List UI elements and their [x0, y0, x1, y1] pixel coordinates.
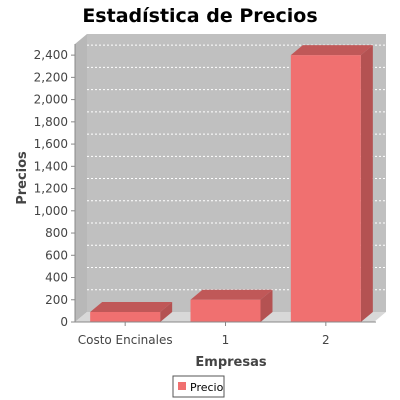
legend-label-precio: Precio [190, 381, 224, 394]
y-tick-label: 1,400 [34, 159, 68, 173]
y-tick-label: 1,200 [34, 182, 68, 196]
bar-front [90, 311, 161, 322]
y-axis-title: Precios [15, 151, 30, 205]
y-tick-label: 2,200 [34, 70, 68, 84]
x-axis-title: Empresas [195, 355, 266, 370]
chart-title: Estadística de Precios [82, 5, 317, 27]
bar-0 [90, 301, 173, 322]
bars [90, 45, 373, 323]
bar-2 [290, 45, 373, 323]
plot-left-wall [75, 34, 87, 322]
x-tick-label: 2 [322, 333, 330, 347]
y-tick-label: 1,800 [34, 115, 68, 129]
y-tick-label: 2,400 [34, 48, 68, 62]
legend-box [172, 375, 225, 398]
bar-top [290, 45, 373, 56]
bar-side [260, 289, 273, 322]
legend-swatch-precio [178, 382, 186, 390]
bar-front [190, 299, 261, 322]
y-tick-label: 800 [45, 226, 68, 240]
bar-side [160, 301, 173, 322]
y-tick-label: 200 [45, 293, 68, 307]
bar-top [190, 289, 273, 300]
x-tick-label: 1 [222, 333, 230, 347]
bar-front [290, 55, 361, 323]
y-tick-label: 2,000 [34, 93, 68, 107]
y-tick-label: 600 [45, 248, 68, 262]
legend: Precio [172, 375, 225, 398]
x-tick-label: Costo Encinales [78, 333, 173, 347]
y-tick-label: 1,000 [34, 204, 68, 218]
y-tick-label: 0 [60, 315, 68, 329]
y-tick-label: 1,600 [34, 137, 68, 151]
y-axis: 0 200 400 600 800 1,000 1,200 1,400 1,600 1,800 2,… [34, 44, 76, 329]
bar-top [90, 301, 173, 312]
bar-side [360, 45, 373, 323]
bar-1 [190, 289, 273, 322]
x-axis: Costo Encinales 1 2 [75, 321, 376, 347]
y-tick-label: 400 [45, 271, 68, 285]
